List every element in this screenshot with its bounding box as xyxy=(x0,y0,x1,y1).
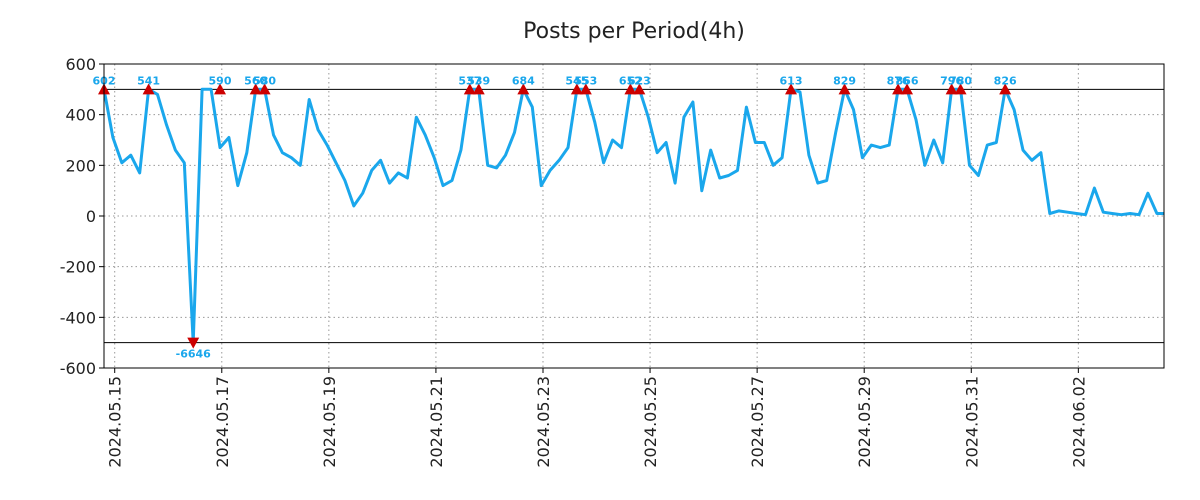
peak-label: 613 xyxy=(780,74,803,87)
x-tick-label: 2024.05.31 xyxy=(962,376,981,468)
peak-marker xyxy=(517,83,530,95)
peak-label: 590 xyxy=(209,74,232,87)
peak-label: 652 xyxy=(619,74,642,87)
peak-label: 623 xyxy=(628,74,651,87)
peak-label: 553 xyxy=(574,74,597,87)
peak-marker xyxy=(838,83,851,95)
x-tick-label: 2024.05.15 xyxy=(106,376,125,468)
y-tick-label: 200 xyxy=(65,156,96,175)
peak-marker xyxy=(579,83,592,95)
y-tick-label: 600 xyxy=(65,55,96,74)
peak-marker xyxy=(472,83,485,95)
x-tick-label: 2024.05.17 xyxy=(213,376,232,468)
peak-label: 780 xyxy=(949,74,972,87)
trough-marker xyxy=(187,337,200,349)
peak-label: 826 xyxy=(994,74,1017,87)
peak-marker xyxy=(892,83,905,95)
peak-marker xyxy=(901,83,914,95)
peak-label: 537 xyxy=(458,74,481,87)
y-tick-label: 400 xyxy=(65,106,96,125)
y-tick-label: -600 xyxy=(60,359,96,378)
y-axis-ticks: 600 400 200 0 -200 -400 -600 xyxy=(60,55,104,378)
trough-label: -6646 xyxy=(176,348,212,361)
peak-marker xyxy=(999,83,1012,95)
peak-label: 580 xyxy=(253,74,276,87)
peak-label: 539 xyxy=(467,74,490,87)
x-tick-label: 2024.05.27 xyxy=(748,376,767,468)
peak-marker xyxy=(214,83,227,95)
peak-marker xyxy=(463,83,476,95)
peak-marker xyxy=(633,83,646,95)
x-axis-ticks: 2024.05.15 2024.05.17 2024.05.19 2024.05.21… xyxy=(106,368,1088,468)
peak-label: 541 xyxy=(137,74,160,87)
peak-marker xyxy=(785,83,798,95)
peak-label: 866 xyxy=(896,74,919,87)
peak-label: 560 xyxy=(244,74,267,87)
x-tick-label: 2024.06.02 xyxy=(1069,376,1088,468)
y-tick-label: -400 xyxy=(60,308,96,327)
grid xyxy=(104,64,1164,368)
x-tick-label: 2024.05.21 xyxy=(427,376,446,468)
peak-marker xyxy=(954,83,967,95)
x-tick-label: 2024.05.25 xyxy=(641,376,660,468)
peak-marker xyxy=(570,83,583,95)
x-tick-label: 2024.05.19 xyxy=(320,376,339,468)
y-tick-label: 0 xyxy=(86,207,96,226)
peak-label: 796 xyxy=(940,74,963,87)
peak-label: 684 xyxy=(512,74,535,87)
peak-marker xyxy=(945,83,958,95)
x-tick-label: 2024.05.23 xyxy=(534,376,553,468)
series-line xyxy=(102,87,1164,345)
peak-marker xyxy=(258,83,271,95)
y-tick-label: -200 xyxy=(60,258,96,277)
peak-marker xyxy=(624,83,637,95)
x-tick-label: 2024.05.29 xyxy=(855,376,874,468)
peak-label: 545 xyxy=(565,74,588,87)
peak-marker xyxy=(142,83,155,95)
peak-label: 876 xyxy=(887,74,910,87)
series-line-layer xyxy=(102,87,1164,345)
peak-label: 829 xyxy=(833,74,856,87)
chart-title: Posts per Period(4h) xyxy=(523,19,745,44)
peak-marker xyxy=(249,83,262,95)
